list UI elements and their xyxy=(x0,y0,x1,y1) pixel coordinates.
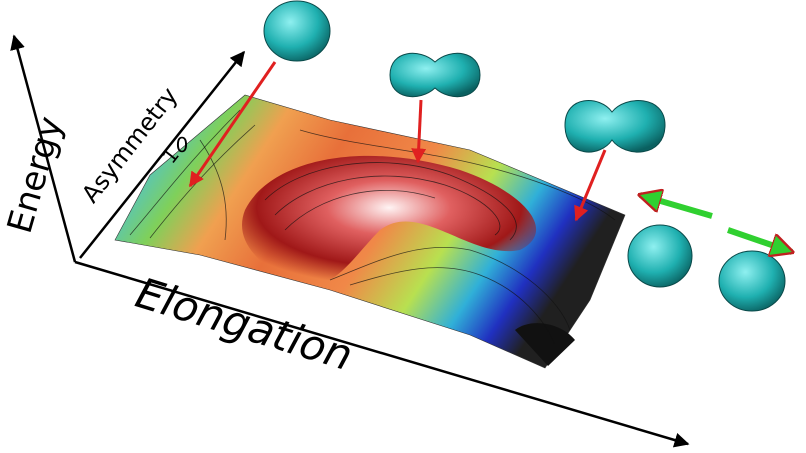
fragment xyxy=(627,224,693,288)
asymmetry-tick: 0 xyxy=(176,133,189,157)
scission-valley xyxy=(515,323,575,366)
spherical-nucleus xyxy=(263,0,331,62)
path-arrow xyxy=(411,99,427,164)
energy-axis xyxy=(10,34,77,263)
path-arrow xyxy=(574,149,607,222)
scission-nucleus xyxy=(564,100,666,153)
contour-lines xyxy=(129,109,616,346)
elongation-axis xyxy=(74,260,690,448)
separation-arrow xyxy=(727,227,792,252)
path-arrow xyxy=(188,61,277,188)
separation-arrow xyxy=(640,195,713,219)
energy-label: Energy xyxy=(0,112,71,237)
fragment xyxy=(718,250,786,312)
deformed-nucleus xyxy=(389,52,481,98)
asymmetry-axis xyxy=(79,50,245,259)
fission-barrier xyxy=(242,155,537,286)
